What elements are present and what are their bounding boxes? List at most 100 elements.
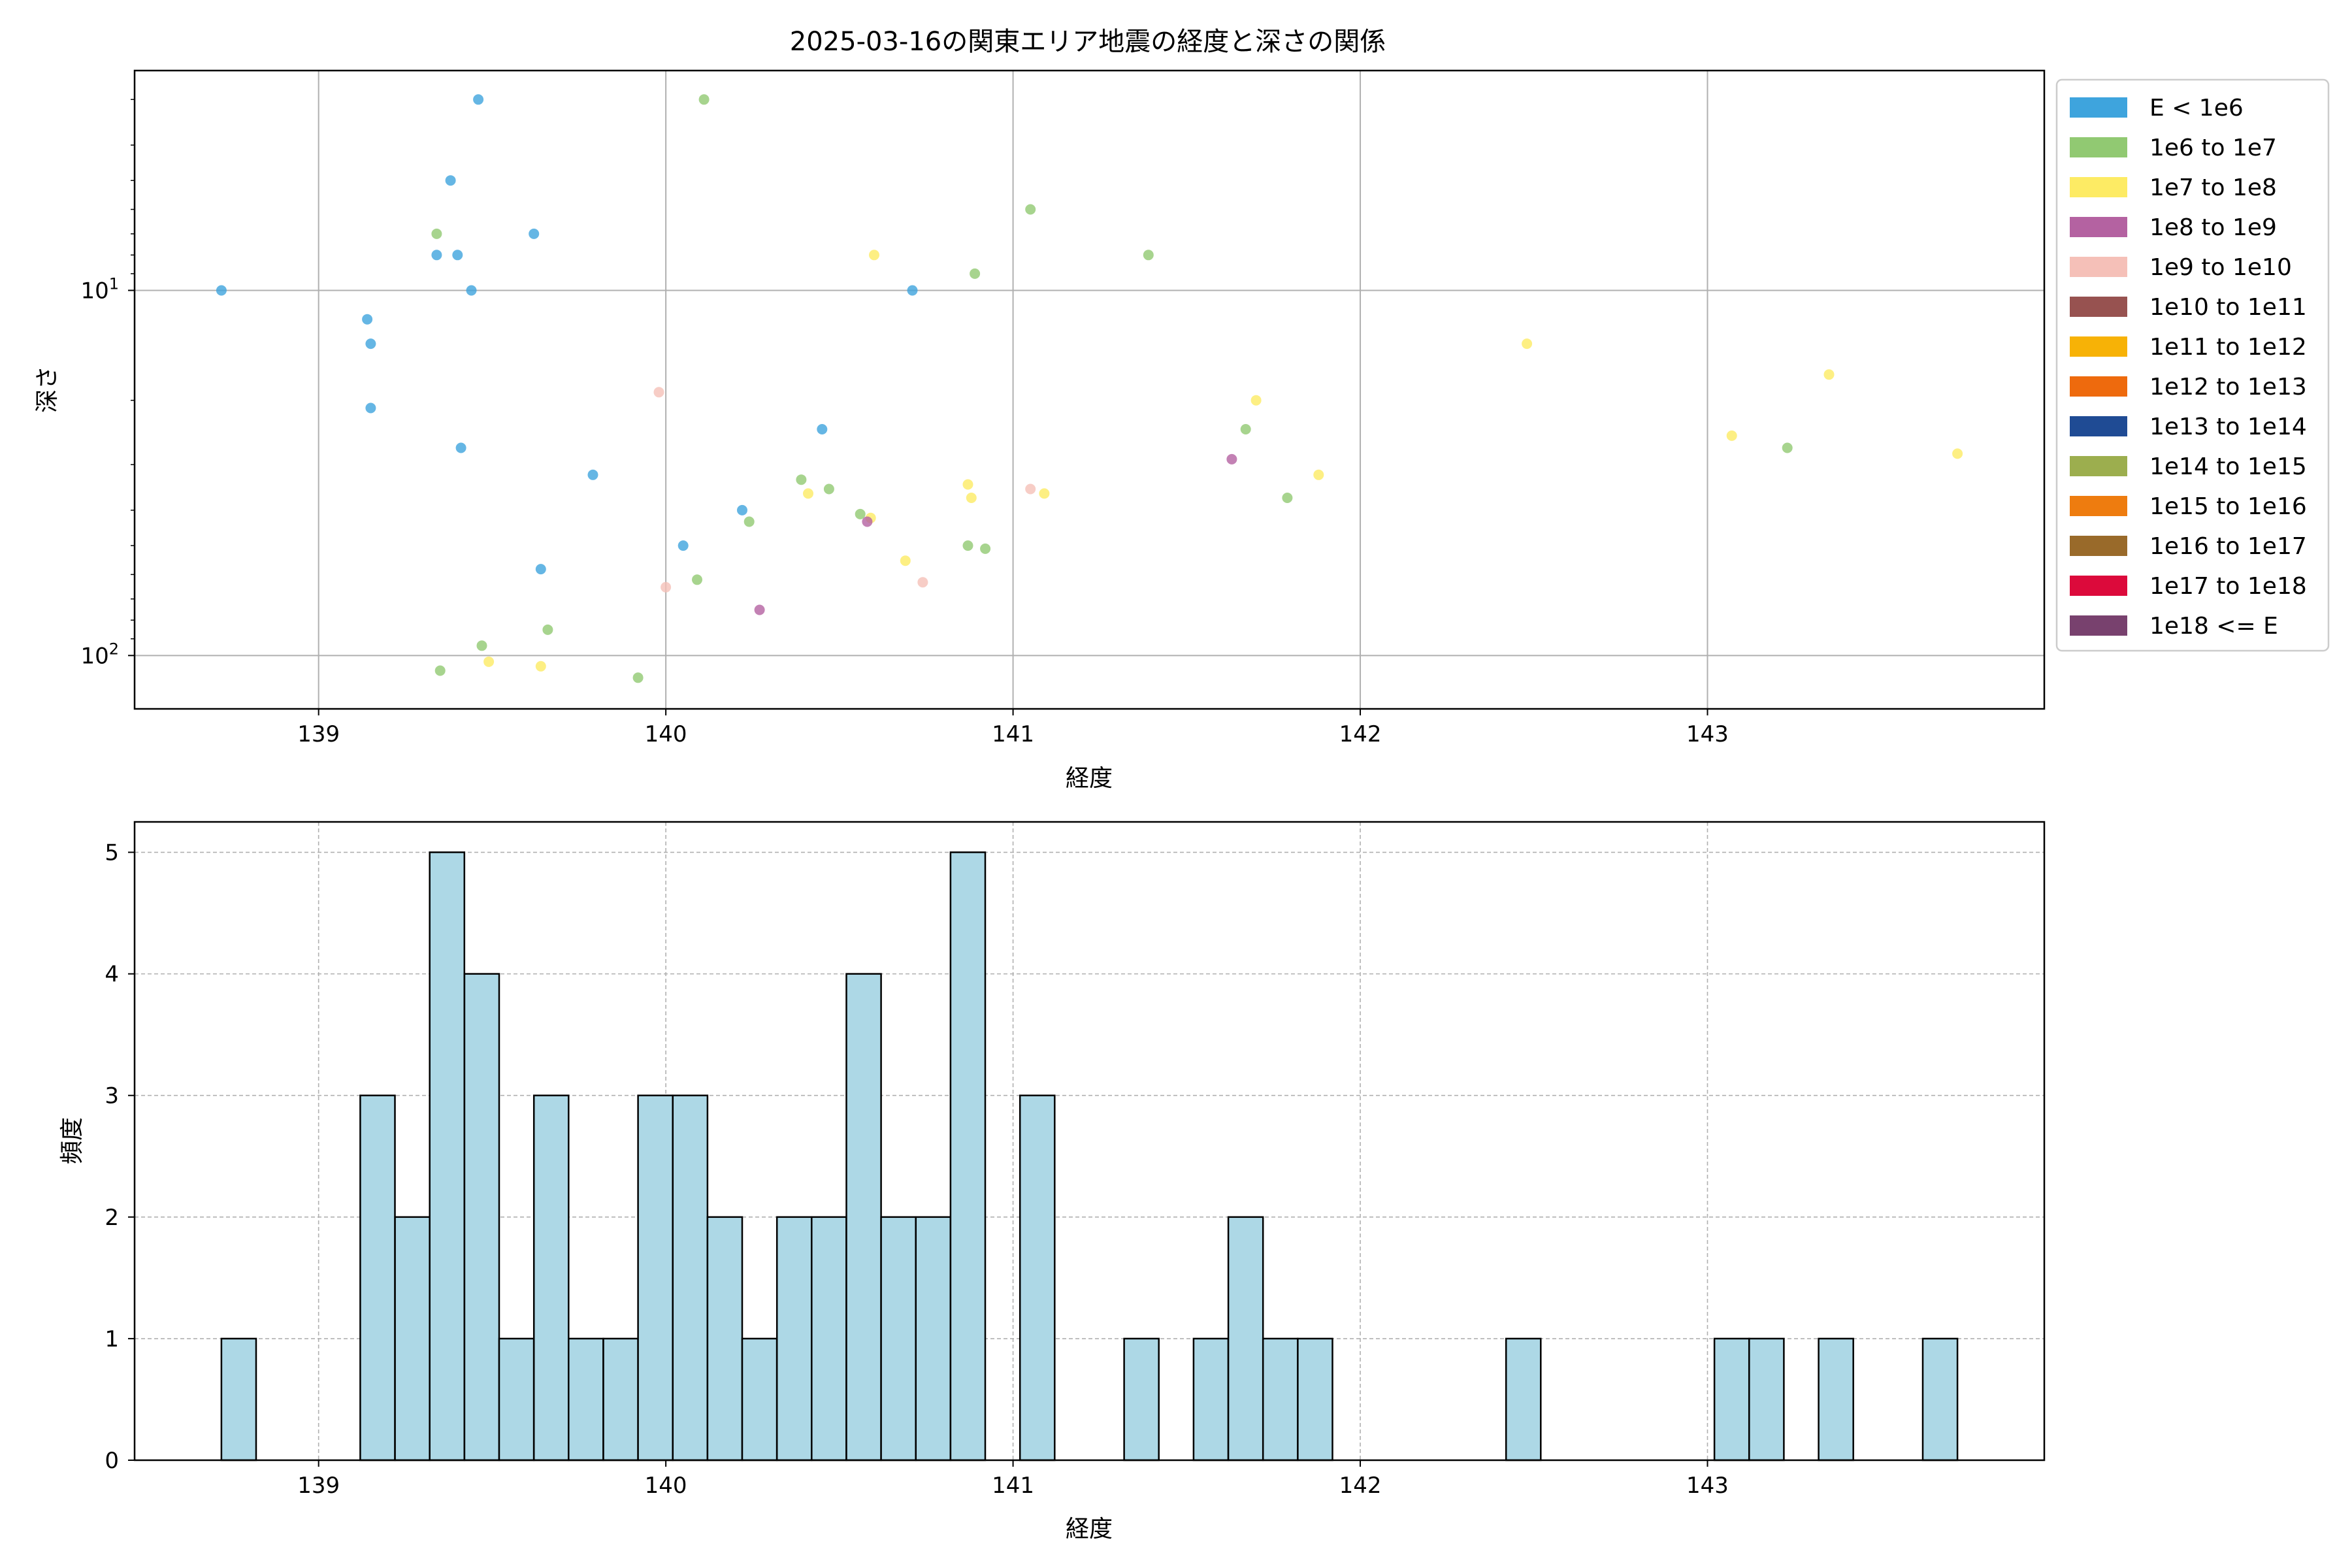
legend-label: 1e16 to 1e17 xyxy=(2149,533,2307,560)
scatter-point xyxy=(803,488,813,499)
scatter-point xyxy=(737,504,747,515)
legend-label: 1e7 to 1e8 xyxy=(2149,174,2277,201)
scatter-point xyxy=(869,250,879,261)
histogram-bar xyxy=(776,1216,813,1462)
histogram-bar xyxy=(845,973,882,1462)
scatter-point xyxy=(431,250,442,261)
legend-swatch xyxy=(2070,177,2127,197)
histogram-y-tick-label: 2 xyxy=(105,1205,119,1231)
scatter-point xyxy=(1039,488,1050,499)
scatter-point xyxy=(754,604,765,615)
legend-swatch xyxy=(2070,456,2127,476)
scatter-point xyxy=(1823,369,1835,380)
scatter-point xyxy=(855,508,866,519)
legend-label: 1e12 to 1e13 xyxy=(2149,374,2307,400)
scatter-point xyxy=(476,640,487,651)
histogram-y-tick-label: 1 xyxy=(105,1326,119,1352)
histogram-bar xyxy=(1713,1337,1750,1462)
legend-label: 1e13 to 1e14 xyxy=(2149,414,2307,440)
histogram-bar xyxy=(1192,1337,1230,1462)
scatter-point xyxy=(434,665,446,676)
histogram-y-tick-label: 0 xyxy=(105,1448,119,1474)
histogram-x-tick-label: 140 xyxy=(645,1473,687,1499)
legend-swatch xyxy=(2070,297,2127,317)
scatter-point xyxy=(452,250,463,261)
histogram-bar xyxy=(394,1216,431,1462)
legend-label: 1e14 to 1e15 xyxy=(2149,453,2307,480)
scatter-point xyxy=(962,479,973,490)
legend-swatch xyxy=(2070,217,2127,237)
scatter-point xyxy=(1522,338,1533,350)
scatter-point xyxy=(817,424,828,434)
histogram-bar xyxy=(602,1337,639,1462)
histogram-bar xyxy=(220,1337,257,1462)
scatter-x-tick-label: 141 xyxy=(992,721,1034,747)
scatter-point xyxy=(431,228,442,239)
scatter-point xyxy=(1240,424,1251,434)
scatter-point xyxy=(1226,453,1237,465)
legend-label: 1e18 <= E xyxy=(2149,613,2278,640)
scatter-point xyxy=(587,469,598,480)
scatter-point xyxy=(962,540,973,551)
scatter-x-tick-label: 143 xyxy=(1686,721,1729,747)
legend-swatch xyxy=(2070,336,2127,357)
histogram-bar xyxy=(811,1216,847,1462)
legend-swatch xyxy=(2070,137,2127,157)
scatter-point xyxy=(365,338,376,350)
scatter-point xyxy=(900,555,911,566)
scatter-grid xyxy=(135,71,2044,709)
histogram-bar xyxy=(880,1216,917,1462)
histogram-bar xyxy=(1262,1337,1299,1462)
scatter-point xyxy=(907,285,918,296)
histogram-bar xyxy=(532,1094,570,1462)
histogram-y-tick-label: 3 xyxy=(105,1083,119,1109)
scatter-point xyxy=(535,564,546,575)
legend-swatch xyxy=(2070,536,2127,556)
scatter-point xyxy=(678,540,689,551)
histogram-y-tick-label: 4 xyxy=(105,962,119,988)
histogram-bar xyxy=(637,1094,674,1462)
scatter-point xyxy=(862,516,873,527)
scatter-point xyxy=(466,285,477,296)
scatter-plot-background xyxy=(135,71,2044,709)
legend-label: 1e11 to 1e12 xyxy=(2149,334,2307,361)
legend-swatch xyxy=(2070,496,2127,516)
scatter-x-axis-label: 経度 xyxy=(1066,765,1113,792)
legend-label: 1e15 to 1e16 xyxy=(2149,493,2307,520)
scatter-point xyxy=(970,268,981,279)
legend-label: 1e8 to 1e9 xyxy=(2149,214,2277,241)
histogram-bar xyxy=(672,1094,709,1462)
scatter-points xyxy=(216,94,1963,683)
scatter-point xyxy=(796,474,807,485)
histogram-x-tick-label: 139 xyxy=(297,1473,340,1499)
scatter-point xyxy=(216,285,227,296)
scatter-point xyxy=(823,483,834,495)
histogram-bar xyxy=(568,1337,604,1462)
scatter-legend: E < 1e6 1e6 to 1e7 1e7 to 1e8 1e8 to 1e9 1e9… xyxy=(2055,78,2330,652)
scatter-point xyxy=(542,624,553,635)
histogram-frame xyxy=(133,821,2046,1462)
histogram-axes: 139 140 141 142 143 0 1 2 3 4 5 xyxy=(105,840,1729,1499)
histogram-bar xyxy=(1921,1337,1959,1462)
histogram-y-tick-label: 5 xyxy=(105,840,119,866)
histogram-y-axis-label: 頻度 xyxy=(59,1117,86,1164)
scatter-point xyxy=(917,577,928,588)
legend-frame xyxy=(2055,78,2330,652)
histogram-bars xyxy=(220,851,1959,1462)
scatter-point xyxy=(692,574,702,585)
legend-swatch xyxy=(2070,615,2127,636)
histogram-bar xyxy=(1227,1216,1264,1462)
scatter-x-tick-label: 142 xyxy=(1339,721,1382,747)
legend-swatch xyxy=(2070,257,2127,277)
scatter-point xyxy=(1282,493,1293,503)
histogram-bar xyxy=(1297,1337,1333,1462)
histogram-bar xyxy=(741,1337,778,1462)
legend-items: E < 1e6 1e6 to 1e7 1e7 to 1e8 1e8 to 1e9 1e9… xyxy=(2070,95,2307,640)
histogram-bar xyxy=(359,1094,396,1462)
legend-label: 1e17 to 1e18 xyxy=(2149,573,2307,600)
scatter-point xyxy=(661,581,672,593)
scatter-y-axis-label: 深さ xyxy=(34,366,61,413)
